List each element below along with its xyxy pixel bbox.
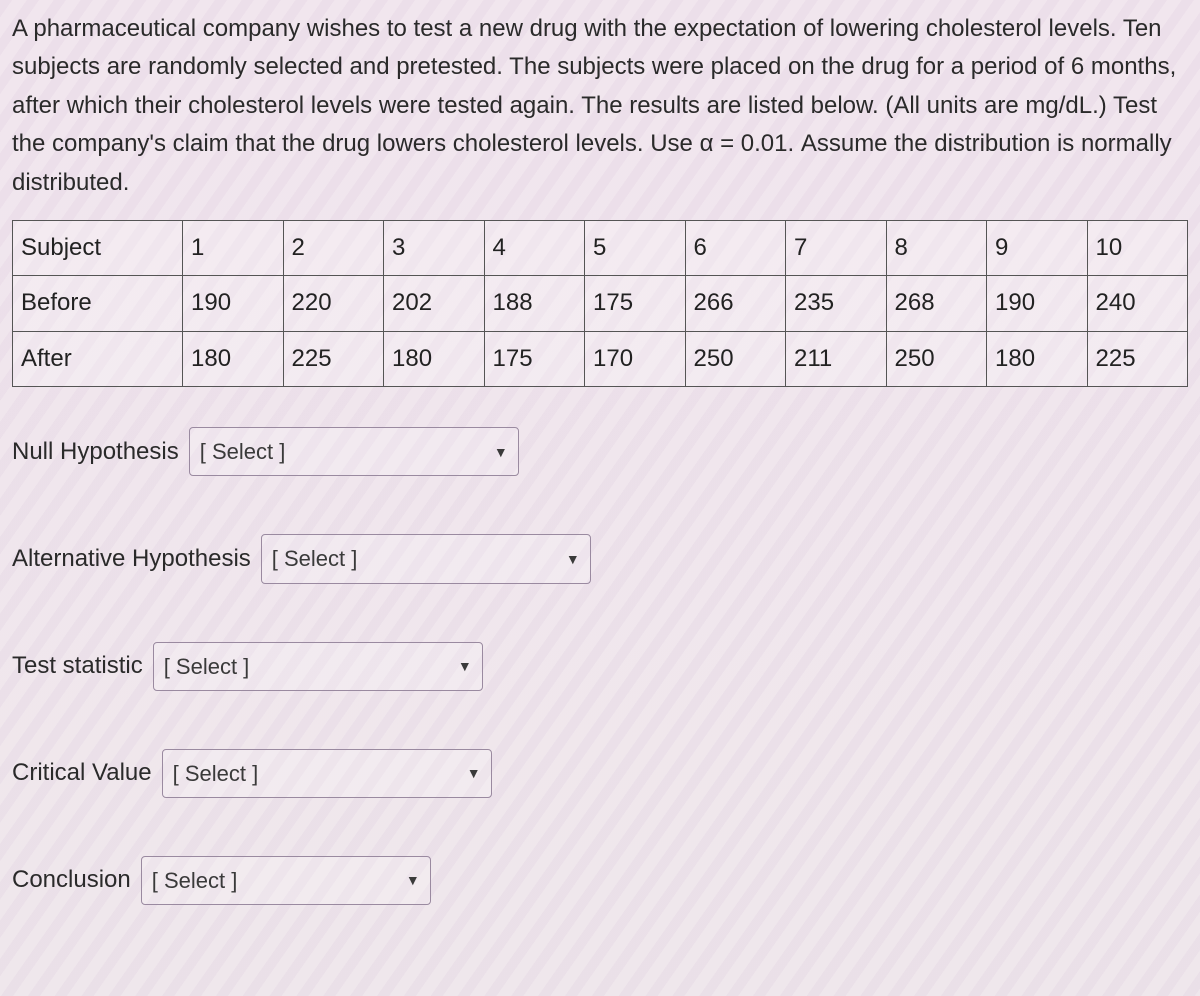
table-cell: 250 bbox=[685, 331, 786, 386]
chevron-down-icon: ▼ bbox=[566, 548, 580, 570]
chevron-down-icon: ▼ bbox=[467, 762, 481, 784]
table-cell: 170 bbox=[585, 331, 686, 386]
table-cell: 5 bbox=[585, 220, 686, 275]
table-cell: 8 bbox=[886, 220, 987, 275]
table-cell: 175 bbox=[484, 331, 585, 386]
alternative-hypothesis-label: Alternative Hypothesis bbox=[12, 540, 251, 578]
table-cell: 10 bbox=[1087, 220, 1188, 275]
table-cell: 225 bbox=[1087, 331, 1188, 386]
table-cell: 9 bbox=[987, 220, 1088, 275]
table-cell: 3 bbox=[384, 220, 485, 275]
table-cell: 266 bbox=[685, 276, 786, 331]
conclusion-label: Conclusion bbox=[12, 861, 131, 899]
table-row: Before 190 220 202 188 175 266 235 268 1… bbox=[13, 276, 1188, 331]
select-placeholder: [ Select ] bbox=[272, 541, 358, 576]
select-placeholder: [ Select ] bbox=[164, 649, 250, 684]
table-cell: 250 bbox=[886, 331, 987, 386]
test-statistic-label: Test statistic bbox=[12, 647, 143, 685]
table-cell: 4 bbox=[484, 220, 585, 275]
row-label: Before bbox=[13, 276, 183, 331]
select-placeholder: [ Select ] bbox=[173, 756, 259, 791]
alternative-hypothesis-select[interactable]: [ Select ] ▼ bbox=[261, 534, 591, 583]
table-cell: 220 bbox=[283, 276, 384, 331]
table-cell: 2 bbox=[283, 220, 384, 275]
table-cell: 211 bbox=[786, 331, 887, 386]
table-cell: 190 bbox=[183, 276, 284, 331]
conclusion-select[interactable]: [ Select ] ▼ bbox=[141, 856, 431, 905]
table-cell: 175 bbox=[585, 276, 686, 331]
test-statistic-select[interactable]: [ Select ] ▼ bbox=[153, 642, 483, 691]
chevron-down-icon: ▼ bbox=[458, 655, 472, 677]
table-cell: 7 bbox=[786, 220, 887, 275]
table-cell: 180 bbox=[384, 331, 485, 386]
table-cell: 202 bbox=[384, 276, 485, 331]
table-cell: 180 bbox=[987, 331, 1088, 386]
null-hypothesis-select[interactable]: [ Select ] ▼ bbox=[189, 427, 519, 476]
row-label: Subject bbox=[13, 220, 183, 275]
question-text: A pharmaceutical company wishes to test … bbox=[12, 10, 1188, 202]
critical-value-select[interactable]: [ Select ] ▼ bbox=[162, 749, 492, 798]
table-cell: 225 bbox=[283, 331, 384, 386]
table-cell: 188 bbox=[484, 276, 585, 331]
table-cell: 190 bbox=[987, 276, 1088, 331]
table-cell: 268 bbox=[886, 276, 987, 331]
row-label: After bbox=[13, 331, 183, 386]
data-table: Subject 1 2 3 4 5 6 7 8 9 10 Before 190 … bbox=[12, 220, 1188, 387]
chevron-down-icon: ▼ bbox=[406, 869, 420, 891]
table-cell: 6 bbox=[685, 220, 786, 275]
critical-value-label: Critical Value bbox=[12, 754, 152, 792]
table-row: After 180 225 180 175 170 250 211 250 18… bbox=[13, 331, 1188, 386]
select-placeholder: [ Select ] bbox=[200, 434, 286, 469]
table-cell: 240 bbox=[1087, 276, 1188, 331]
table-cell: 1 bbox=[183, 220, 284, 275]
table-row: Subject 1 2 3 4 5 6 7 8 9 10 bbox=[13, 220, 1188, 275]
select-placeholder: [ Select ] bbox=[152, 863, 238, 898]
answer-form: Null Hypothesis [ Select ] ▼ Alternative… bbox=[12, 427, 1188, 905]
table-cell: 235 bbox=[786, 276, 887, 331]
chevron-down-icon: ▼ bbox=[494, 441, 508, 463]
null-hypothesis-label: Null Hypothesis bbox=[12, 433, 179, 471]
table-cell: 180 bbox=[183, 331, 284, 386]
